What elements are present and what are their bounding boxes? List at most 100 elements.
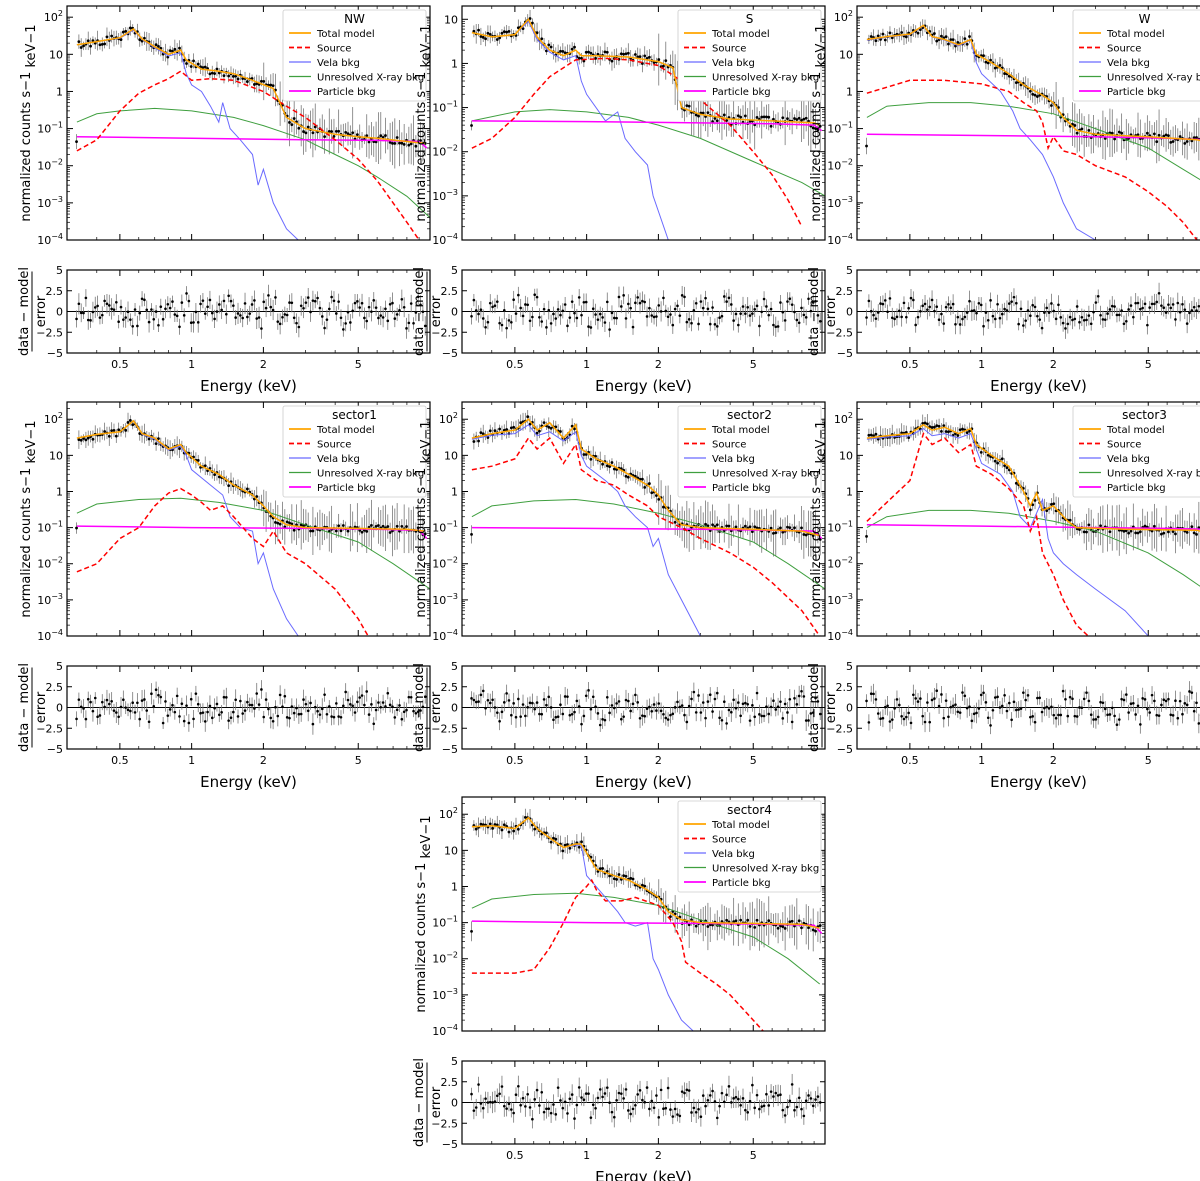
y-tick-base: 10 — [37, 522, 51, 535]
resid-point — [900, 315, 903, 319]
y-tick-label: 10−1 — [827, 520, 853, 535]
resid-point — [594, 705, 597, 708]
resid-point — [524, 303, 527, 306]
resid-point — [1017, 322, 1020, 326]
resid-y-tick-label: 2.5 — [46, 285, 64, 298]
data-point — [662, 505, 665, 509]
legend-label-total: Total model — [711, 29, 770, 40]
resid-point — [940, 693, 943, 696]
resid-point — [395, 313, 399, 316]
data-point — [949, 38, 953, 42]
y-tick-label: 10−1 — [37, 121, 63, 136]
resid-y-tick-label: 5 — [451, 264, 458, 277]
data-point — [802, 533, 806, 536]
resid-point — [166, 302, 170, 306]
resid-point — [790, 303, 794, 306]
resid-point — [1085, 318, 1088, 322]
resid-point — [370, 703, 373, 706]
data-point — [657, 58, 661, 61]
y-axis-label-part: −1 — [414, 468, 429, 487]
resid-point — [1125, 320, 1128, 323]
data-point — [694, 113, 698, 117]
resid-point — [912, 298, 915, 302]
data-point — [1160, 532, 1163, 536]
y-tick-base: 10 — [44, 413, 58, 426]
y-tick-base: 10 — [432, 102, 446, 115]
resid-point — [1153, 699, 1156, 703]
data-point — [755, 116, 759, 119]
data-point — [587, 50, 590, 54]
resid-point — [755, 304, 759, 308]
resid-point — [136, 324, 139, 328]
data-point — [888, 31, 892, 35]
resid-point — [1148, 306, 1152, 309]
resid-point — [323, 326, 326, 330]
y-tick-exp: −1 — [841, 121, 853, 130]
resid-point — [744, 312, 747, 315]
resid-point — [730, 710, 733, 714]
resid-point — [596, 318, 600, 321]
resid-y-tick-label: 0 — [451, 702, 458, 715]
resid-point — [968, 299, 971, 303]
resid-y-tick-label: 2.5 — [836, 285, 854, 298]
resid-point — [643, 714, 647, 718]
resid-y-label: data − model error — [17, 663, 49, 752]
y-tick-label: 10−3 — [827, 195, 853, 210]
data-point — [687, 104, 691, 108]
resid-point — [809, 309, 813, 313]
curve-vela — [866, 428, 1149, 636]
resid-point — [227, 294, 230, 298]
resid-point — [638, 717, 642, 720]
resid-point — [255, 317, 259, 320]
data-point — [1099, 524, 1102, 528]
resid-point — [79, 311, 83, 315]
resid-point — [210, 311, 214, 315]
resid-point — [575, 316, 579, 320]
data-point — [1087, 523, 1091, 527]
data-point — [477, 28, 480, 32]
resid-point — [1101, 318, 1105, 321]
resid-point — [318, 306, 322, 310]
resid-point — [112, 709, 116, 712]
resid-point — [673, 307, 677, 311]
data-point — [472, 29, 476, 33]
resid-point — [138, 717, 142, 721]
resid-point — [1010, 300, 1013, 303]
resid-point — [295, 706, 298, 710]
data-point — [377, 524, 380, 527]
resid-point — [951, 302, 955, 306]
resid-point — [1146, 707, 1149, 711]
data-point — [400, 141, 404, 145]
resid-point — [379, 705, 383, 709]
resid-point — [704, 716, 707, 720]
resid-point — [1036, 696, 1039, 700]
data-point — [940, 34, 943, 38]
resid-point — [131, 701, 135, 705]
resid-point — [1129, 304, 1133, 307]
x-tick-label: 0.5 — [111, 754, 129, 767]
resid-point — [984, 311, 988, 314]
data-point — [334, 529, 338, 533]
data-point — [704, 522, 707, 526]
resid-point — [655, 315, 658, 318]
data-point — [86, 436, 90, 440]
data-point — [739, 115, 743, 119]
resid-point — [77, 302, 81, 306]
legend-label-source: Source — [712, 440, 746, 451]
data-point — [493, 429, 497, 433]
resid-point — [725, 300, 728, 303]
y-tick-base: 10 — [827, 197, 841, 210]
data-point — [297, 126, 301, 130]
resid-point — [657, 702, 661, 705]
resid-point — [1033, 305, 1037, 309]
resid-point — [591, 307, 595, 310]
resid-point — [477, 312, 480, 316]
resid-point — [1157, 714, 1161, 717]
resid-point — [737, 323, 740, 327]
data-point — [100, 42, 104, 46]
data-point — [1164, 133, 1168, 137]
resid-point — [89, 700, 92, 704]
resid-point — [1129, 702, 1133, 705]
data-point — [685, 104, 689, 108]
